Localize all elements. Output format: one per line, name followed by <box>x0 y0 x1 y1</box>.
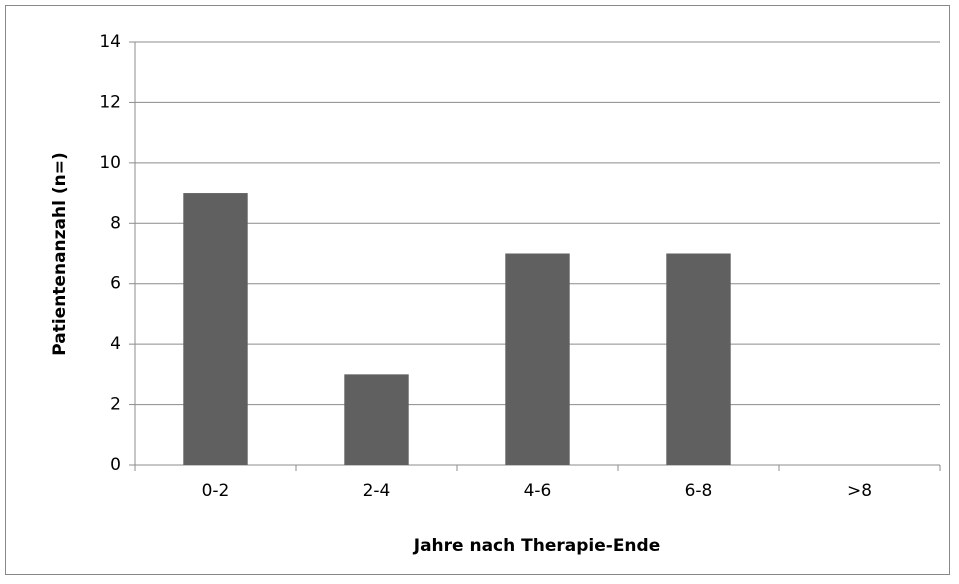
bar <box>505 253 570 465</box>
x-tick-label: 6-8 <box>685 481 713 501</box>
y-tick-label: 12 <box>99 92 121 112</box>
y-axis-title: Patientenanzahl (n=) <box>50 152 70 356</box>
y-tick-label: 8 <box>110 213 121 233</box>
x-tick-label: 0-2 <box>202 481 230 501</box>
y-tick-label: 2 <box>110 395 121 415</box>
x-axis-title: Jahre nach Therapie-Ende <box>413 536 660 556</box>
y-tick-label: 6 <box>110 274 121 294</box>
y-tick-label: 14 <box>99 32 121 52</box>
bar <box>666 253 731 465</box>
x-tick-label: >8 <box>847 481 872 501</box>
y-tick-label: 0 <box>110 455 121 475</box>
bar <box>183 193 248 466</box>
bar <box>344 374 409 465</box>
y-tick-label: 4 <box>110 334 121 354</box>
x-tick-label: 2-4 <box>363 481 391 501</box>
y-tick-label: 10 <box>99 153 121 173</box>
x-tick-label: 4-6 <box>524 481 552 501</box>
chart-border <box>5 5 950 575</box>
